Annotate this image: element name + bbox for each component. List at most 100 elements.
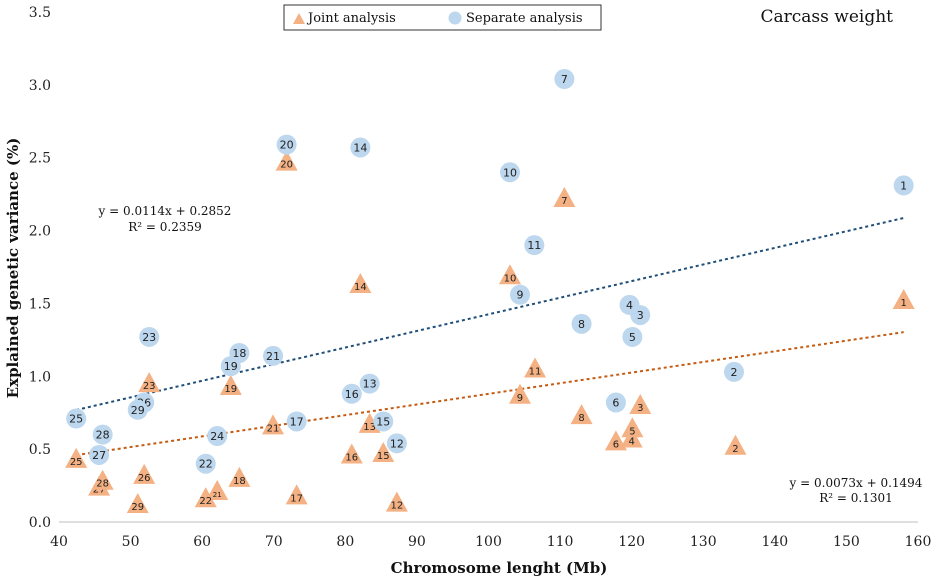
separate-point-label: 3: [637, 309, 644, 322]
joint-point-triangle: [206, 479, 229, 500]
separate-point-circle: [341, 383, 362, 404]
separate-point-circle: [220, 356, 241, 377]
y-tick-label: 1.0: [29, 369, 51, 385]
separate-point-circle: [893, 175, 914, 196]
trendlines: [75, 217, 904, 457]
separate-point-circle: [276, 134, 297, 155]
equation-separate: y = 0.0114x + 0.2852 R² = 0.2359: [98, 204, 232, 234]
joint-point-label: 16: [345, 453, 358, 464]
joint-point-label: 9: [517, 393, 523, 404]
joint-point-triangle: [219, 375, 242, 396]
separate-point-label: 23: [142, 331, 156, 344]
separate-point-label: 1: [900, 179, 907, 192]
equation-separate-line: y = 0.0114x + 0.2852: [98, 204, 232, 218]
separate-point-circle: [622, 326, 643, 347]
joint-point-triangle: [138, 372, 161, 393]
legend-circle-icon: [448, 11, 462, 25]
separate-point-circle: [89, 444, 110, 465]
trendline-separate: [75, 217, 904, 411]
separate-point-label: 7: [561, 73, 568, 86]
joint-point-label: 1: [900, 298, 906, 309]
joint-point-label: 5: [629, 426, 635, 437]
joint-point-label: 22: [199, 496, 212, 507]
separate-point-label: 5: [629, 331, 636, 344]
legend: Joint analysis Separate analysis: [283, 4, 602, 31]
separate-point-label: 13: [363, 378, 377, 391]
separate-point-circle: [139, 326, 160, 347]
joint-point-triangle: [385, 491, 408, 512]
joint-point-label: 29: [131, 502, 144, 513]
separate-point-label: 18: [232, 347, 246, 360]
joint-point-triangle: [629, 393, 652, 414]
x-tick-label: 90: [408, 534, 426, 550]
joint-point-triangle: [553, 187, 576, 208]
joint-point-label: 25: [70, 457, 83, 468]
joint-point-label: 2: [732, 444, 738, 455]
joint-point-triangle: [892, 289, 915, 310]
joint-point-label: 15: [377, 451, 390, 462]
joint-point-label: 10: [504, 273, 517, 284]
separate-point-label: 28: [96, 429, 110, 442]
joint-point-triangle: [228, 466, 251, 487]
separate-point-label: 16: [345, 388, 359, 401]
x-tick-label: 100: [475, 534, 502, 550]
y-tick-label: 0.5: [29, 442, 51, 458]
joint-point-label: 4: [628, 436, 634, 447]
legend-triangle-icon: [293, 13, 305, 24]
joint-point-triangle: [126, 493, 149, 514]
joint-point-triangle: [524, 357, 547, 378]
separate-point-label: 8: [578, 318, 585, 331]
joint-point-triangle: [65, 447, 88, 468]
joint-point-label: 13: [363, 422, 376, 433]
joint-point-label: 14: [354, 282, 367, 293]
legend-joint-label: Joint analysis: [306, 11, 396, 26]
separate-point-circle: [127, 399, 148, 420]
joint-point-label: 8: [578, 413, 584, 424]
joint-point-triangle: [604, 430, 627, 451]
y-tick-label: 2.0: [29, 224, 51, 240]
separate-point-label: 24: [210, 430, 224, 443]
separate-point-label: 29: [131, 404, 145, 417]
separate-point-label: 12: [390, 437, 404, 450]
joint-point-triangle: [340, 443, 363, 464]
separate-point-circle: [605, 392, 626, 413]
legend-separate-label: Separate analysis: [466, 11, 583, 26]
equation-joint-line: y = 0.0073x + 0.1494: [789, 476, 923, 490]
separate-point-circle: [386, 433, 407, 454]
separate-point-label: 10: [503, 166, 517, 179]
separate-point-circle: [66, 408, 87, 429]
joint-point-triangle: [194, 487, 217, 508]
joint-point-triangle: [133, 463, 156, 484]
separate-point-circle: [619, 294, 640, 315]
trendline-joint: [76, 331, 904, 457]
x-tick-label: 120: [618, 534, 645, 550]
x-tick-label: 150: [833, 534, 860, 550]
separate-point-circle: [350, 137, 371, 158]
joint-point-label: 18: [233, 476, 246, 487]
x-tick-label: 60: [193, 534, 211, 550]
x-tick-label: 140: [761, 534, 788, 550]
x-tick-label: 70: [265, 534, 283, 550]
x-tick-label: 110: [547, 534, 574, 550]
x-tick-label: 160: [905, 534, 932, 550]
separate-point-circle: [92, 424, 113, 445]
separate-point-circle: [263, 345, 284, 366]
separate-point-label: 14: [353, 142, 367, 155]
joint-point-label: 3: [637, 403, 643, 414]
legend-box: [283, 4, 602, 31]
joint-point-label: 12: [391, 501, 404, 512]
joint-point-triangle: [275, 150, 298, 171]
separate-point-circle: [286, 411, 307, 432]
equation-separate-r2: R² = 0.2359: [128, 220, 202, 234]
joint-point-label: 17: [290, 493, 303, 504]
y-tick-label: 2.5: [29, 151, 51, 167]
joint-point-label: 11: [529, 367, 542, 378]
joint-point-label: 26: [138, 473, 151, 484]
separate-point-circle: [195, 453, 216, 474]
separate-point-label: 2: [731, 366, 738, 379]
joint-point-label: 21: [213, 491, 222, 499]
joint-point-triangle: [349, 273, 372, 294]
joint-point-triangle: [508, 383, 531, 404]
separate-point-circle: [499, 162, 520, 183]
